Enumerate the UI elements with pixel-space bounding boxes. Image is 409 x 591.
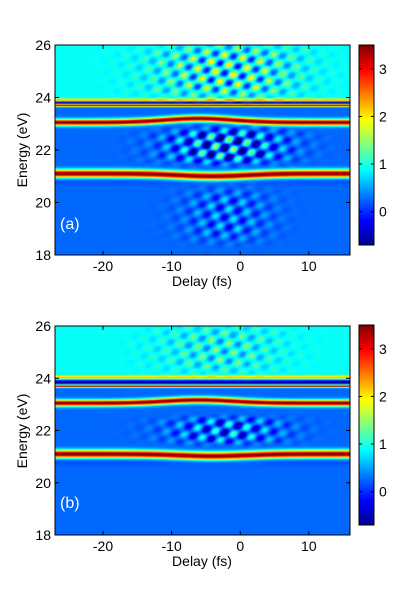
y-tick-label: 22 [35,142,51,158]
panel-label-b: (b) [60,495,80,512]
heatmap-image-b [55,326,350,535]
colorbar-tick-label: 3 [379,61,387,77]
colorbar-a [358,44,375,246]
panel-label-a: (a) [60,216,80,233]
x-tick-label: 0 [236,258,244,274]
x-tick-label: -10 [162,538,182,554]
colorbar-ticks-b: 0 1 2 3 [359,341,387,500]
y-tick-label: 24 [35,370,51,386]
colorbar-tick-label: 0 [379,204,387,220]
x-tick-label: 0 [236,538,244,554]
x-axis-label-b: Delay (fs) [172,553,232,569]
y-tick-label: 26 [35,37,51,53]
colorbar-tick-label: 0 [379,484,387,500]
x-ticks-b: -20 -10 0 10 [93,326,317,554]
y-tick-label: 24 [35,90,51,106]
x-axis-label-a: Delay (fs) [172,273,232,289]
y-tick-label: 18 [35,247,51,263]
x-tick-label: -20 [93,538,113,554]
x-tick-label: 10 [301,258,317,274]
y-tick-label: 20 [35,195,51,211]
heatmap-b [55,326,350,535]
y-ticks-a: 18 20 22 24 26 [35,37,350,263]
x-ticks-a: -20 -10 0 10 [93,45,317,274]
y-tick-label: 20 [35,475,51,491]
x-tick-label: 10 [301,538,317,554]
y-axis-label-a: Energy (eV) [14,113,30,188]
y-tick-label: 26 [35,318,51,334]
colorbar-b [358,324,375,526]
colorbar-tick-label: 2 [379,388,387,404]
heatmap-image-a [55,45,350,255]
colorbar-tick-label: 3 [379,341,387,357]
x-tick-label: -20 [93,258,113,274]
y-axis-label-b: Energy (eV) [14,394,30,469]
y-ticks-b: 18 20 22 24 26 [35,318,350,543]
y-tick-label: 18 [35,527,51,543]
colorbar-tick-label: 1 [379,156,387,172]
colorbar-ticks-a: 0 1 2 3 [359,61,387,220]
colorbar-tick-label: 1 [379,436,387,452]
colorbar-tick-label: 2 [379,108,387,124]
y-tick-label: 22 [35,423,51,439]
heatmap-a [55,45,350,255]
x-tick-label: -10 [162,258,182,274]
